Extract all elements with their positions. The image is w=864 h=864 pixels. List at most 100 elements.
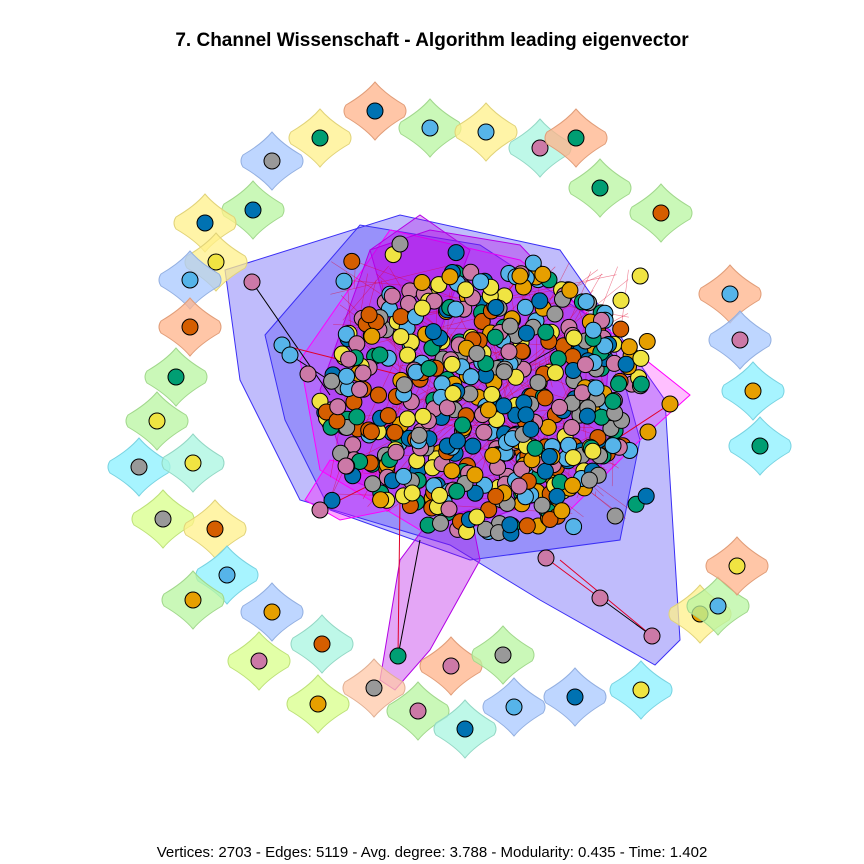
outlier-node-8 xyxy=(643,627,661,645)
node xyxy=(413,274,431,291)
node xyxy=(365,679,383,697)
community-hull-outline xyxy=(125,391,189,451)
node xyxy=(328,412,346,430)
outlier-node-9 xyxy=(661,395,679,413)
node xyxy=(351,381,369,398)
node xyxy=(218,566,236,584)
node xyxy=(410,426,428,444)
community-hull-outline xyxy=(544,108,608,168)
node xyxy=(468,508,486,526)
node xyxy=(551,398,568,416)
node xyxy=(196,214,214,232)
node xyxy=(517,324,535,342)
node xyxy=(432,514,449,532)
node xyxy=(207,253,225,271)
outlier-node-7 xyxy=(591,589,609,607)
node xyxy=(395,467,413,485)
node xyxy=(206,520,224,538)
node xyxy=(536,462,554,480)
node xyxy=(464,437,482,455)
node xyxy=(443,355,461,373)
node xyxy=(495,397,513,415)
node xyxy=(484,446,502,464)
node xyxy=(524,254,542,272)
isolated-component-33 xyxy=(609,660,673,720)
node xyxy=(483,386,501,403)
isolated-component-27 xyxy=(386,681,450,741)
community-hull-outline xyxy=(629,183,693,243)
node xyxy=(468,345,486,362)
community-hull-outline xyxy=(454,102,518,162)
community-hull-outline xyxy=(290,614,354,674)
outlier-node-13 xyxy=(587,379,605,397)
outlier-node-6 xyxy=(537,549,555,567)
isolated-component-5 xyxy=(568,158,632,218)
node xyxy=(500,343,518,361)
edge-4 xyxy=(397,539,421,657)
isolated-component-32 xyxy=(543,667,607,727)
node xyxy=(338,367,356,385)
node xyxy=(448,432,466,450)
isolated-component-38 xyxy=(708,310,772,370)
isolated-component-17 xyxy=(161,433,225,493)
isolated-component-36 xyxy=(705,536,769,596)
node xyxy=(154,510,172,528)
node xyxy=(751,437,769,455)
node xyxy=(403,484,421,502)
node xyxy=(604,437,622,455)
node xyxy=(495,363,513,381)
node xyxy=(620,338,638,356)
node xyxy=(466,466,484,484)
core-edge xyxy=(594,483,628,509)
isolated-component-31 xyxy=(482,677,546,737)
node xyxy=(370,386,387,404)
node xyxy=(638,333,656,350)
node xyxy=(548,487,566,505)
isolated-component-26 xyxy=(342,658,406,718)
node xyxy=(632,681,650,699)
isolated-component-0 xyxy=(343,81,407,141)
node xyxy=(399,346,417,364)
node xyxy=(612,320,630,338)
node xyxy=(536,389,554,407)
edge-3 xyxy=(397,499,401,657)
node xyxy=(537,323,555,341)
node xyxy=(184,454,202,472)
isolated-component-28 xyxy=(419,636,483,696)
node xyxy=(494,646,512,664)
node xyxy=(441,268,459,286)
isolated-component-39 xyxy=(721,361,785,421)
node xyxy=(531,292,549,310)
node xyxy=(167,368,185,386)
node xyxy=(510,477,528,495)
node xyxy=(420,360,438,377)
node xyxy=(540,448,558,465)
node xyxy=(526,439,544,457)
node xyxy=(561,281,579,299)
node xyxy=(462,368,480,386)
node xyxy=(447,244,465,262)
node xyxy=(414,407,432,425)
outlier-node-15 xyxy=(299,365,317,383)
node xyxy=(501,516,519,534)
node xyxy=(505,698,523,716)
isolated-component-19 xyxy=(183,499,247,559)
node xyxy=(244,201,262,219)
edge-0 xyxy=(251,281,331,396)
outlier-node-4 xyxy=(337,457,355,475)
node xyxy=(184,591,202,609)
core-edge xyxy=(330,265,450,295)
node xyxy=(477,123,495,141)
community-hull-outline xyxy=(543,667,607,727)
isolated-component-15 xyxy=(125,391,189,451)
node xyxy=(486,328,504,346)
node xyxy=(309,695,327,713)
isolated-component-2 xyxy=(454,102,518,162)
isolated-component-40 xyxy=(728,416,792,476)
node xyxy=(340,350,358,368)
node xyxy=(372,491,390,509)
node xyxy=(363,327,381,345)
node xyxy=(567,129,585,147)
node xyxy=(386,423,404,441)
